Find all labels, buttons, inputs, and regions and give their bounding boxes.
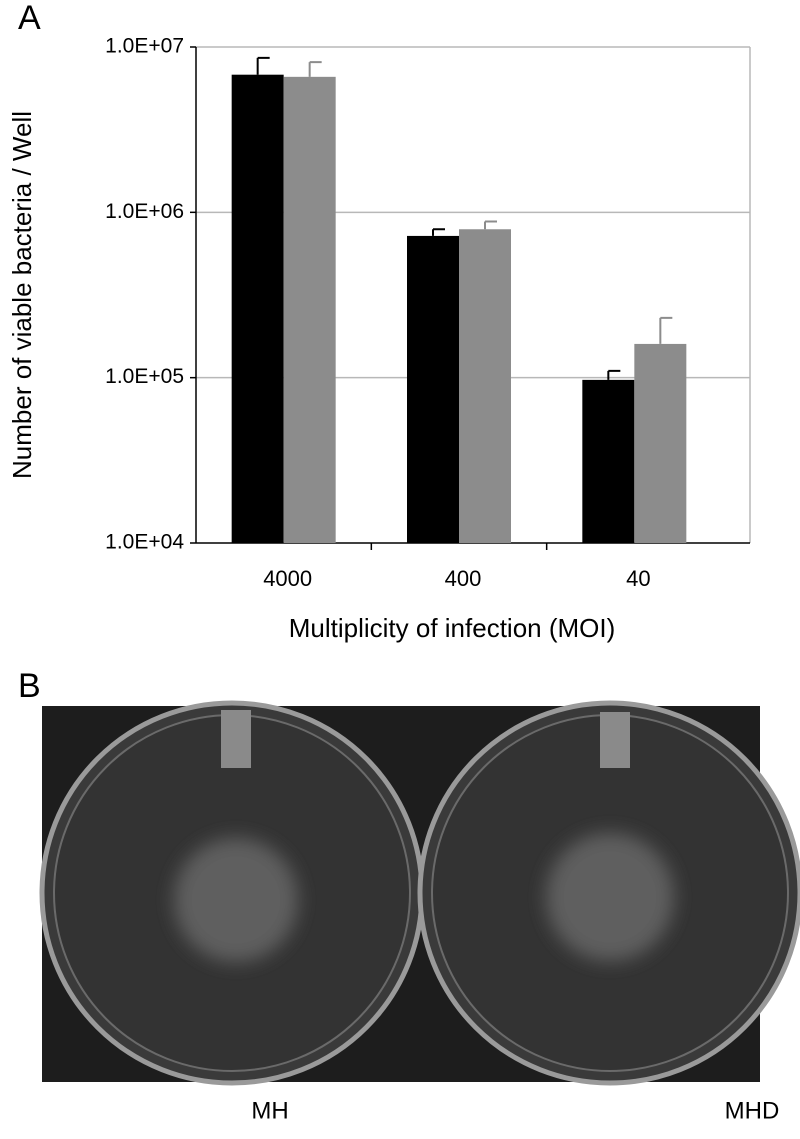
error-bar [308,61,322,77]
x-tick-label: 40 [626,566,650,591]
bar [459,229,511,544]
x-tick-label: 400 [445,566,482,591]
error-bar [659,316,673,344]
error-bar [256,56,270,75]
bar [407,235,459,543]
halo [174,838,298,962]
y-axis-label: Number of viable bacteria / Well [7,111,37,479]
error-bar [607,369,621,380]
panel-label: B [18,667,41,705]
photo [39,700,800,1086]
tape [221,710,251,768]
x-tick-label: 4000 [263,566,312,591]
tape [600,712,630,768]
halo [546,833,674,961]
error-bar [432,228,445,236]
y-tick-label: 1.0E+05 [105,365,184,388]
y-tick-label: 1.0E+06 [105,200,184,223]
y-tick-label: 1.0E+07 [105,35,184,58]
error-bar [484,220,497,230]
bar [634,343,687,543]
y-tick-label: 1.0E+04 [105,531,184,554]
x-axis-label: Multiplicity of infection (MOI) [289,613,616,643]
plate-label: MH [251,1097,288,1124]
plate-label: MHD [725,1097,780,1124]
bar [231,74,284,543]
panel-label: A [18,0,41,37]
bar [283,76,336,544]
bar [582,379,635,543]
